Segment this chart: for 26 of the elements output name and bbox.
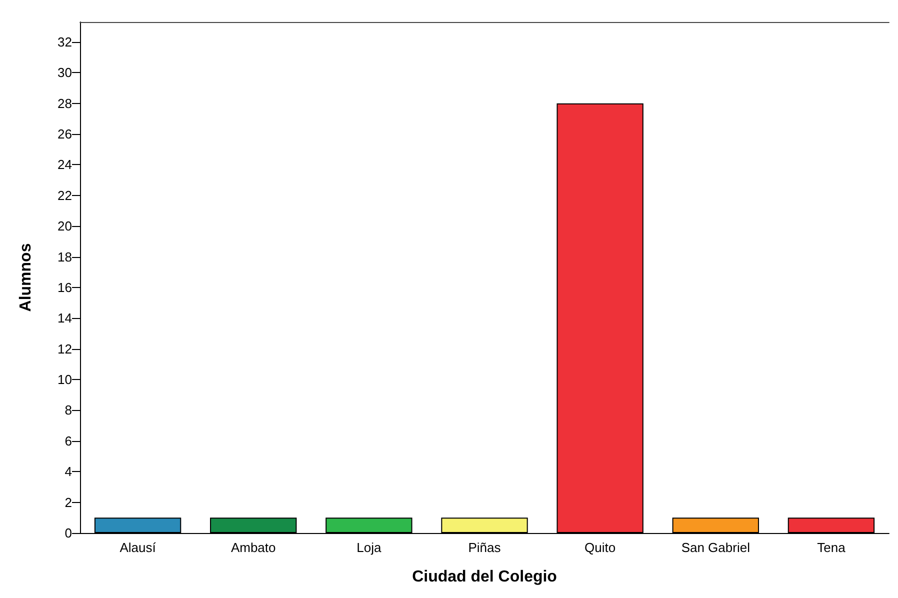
y-tick-label: 0 — [64, 526, 72, 540]
y-tick-label: 6 — [64, 433, 72, 448]
y-tick-label: 2 — [64, 494, 72, 510]
y-axis-title: Alumnos — [18, 243, 34, 312]
x-tick-label: Quito — [584, 540, 616, 555]
y-tick-label: 30 — [58, 65, 72, 80]
y-tick-label: 20 — [58, 218, 72, 234]
y-tick-label: 18 — [58, 249, 72, 264]
y-tick-label: 16 — [58, 280, 72, 295]
y-tick-label: 4 — [64, 464, 72, 480]
x-tick-label: San Gabriel — [681, 540, 750, 555]
x-axis-title: Ciudad del Colegio — [412, 568, 558, 586]
x-tick-label: Piñas — [468, 540, 502, 555]
x-tick-label: Ambato — [230, 540, 276, 555]
y-tick-label: 12 — [58, 341, 72, 356]
y-tick-label: 8 — [64, 402, 72, 418]
y-tick-label: 14 — [58, 310, 72, 326]
y-tick-label: 32 — [58, 34, 72, 50]
x-tick-label: Alausí — [120, 540, 156, 555]
x-tick-label: Tena — [817, 540, 846, 555]
x-tick-label: Loja — [356, 540, 382, 555]
y-tick-label: 10 — [58, 372, 72, 388]
y-tick-label: 22 — [58, 188, 72, 203]
y-tick-label: 26 — [58, 126, 72, 142]
y-tick-label: 24 — [58, 157, 72, 172]
y-tick-label: 28 — [58, 96, 72, 111]
